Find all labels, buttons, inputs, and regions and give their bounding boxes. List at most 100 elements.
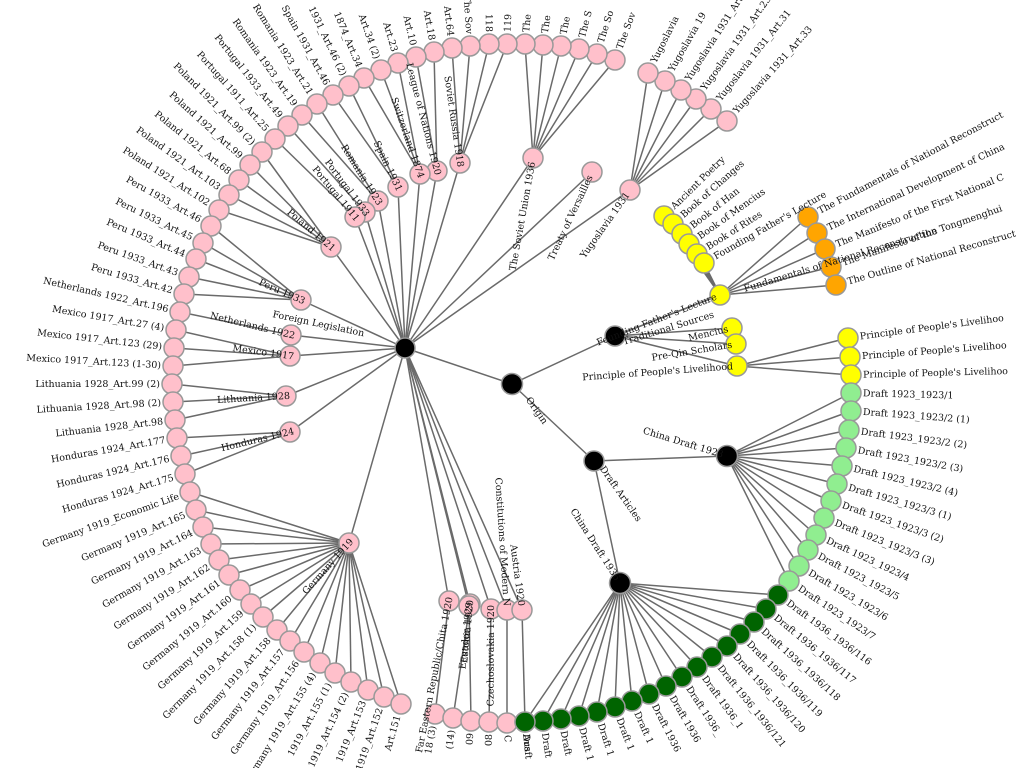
leaf-node[interactable] xyxy=(218,184,240,206)
leaf-node[interactable] xyxy=(839,346,861,368)
branch-node[interactable] xyxy=(338,532,360,554)
branch-node[interactable] xyxy=(458,595,480,617)
leaf-node[interactable] xyxy=(166,427,188,449)
leaf-node[interactable] xyxy=(165,319,187,341)
leaf-node[interactable] xyxy=(837,327,859,349)
leaf-node[interactable] xyxy=(291,104,313,126)
leaf-node[interactable] xyxy=(532,34,554,56)
leaf-node[interactable] xyxy=(390,693,412,715)
branch-node[interactable] xyxy=(619,179,641,201)
leaf-node[interactable] xyxy=(604,696,626,718)
leaf-node[interactable] xyxy=(442,707,464,729)
leaf-node[interactable] xyxy=(459,35,481,57)
leaf-node[interactable] xyxy=(835,437,857,459)
branch-node[interactable] xyxy=(409,163,431,185)
leaf-node[interactable] xyxy=(840,364,862,386)
leaf-node[interactable] xyxy=(164,409,186,431)
leaf-node[interactable] xyxy=(306,93,328,115)
leaf-node[interactable] xyxy=(701,646,723,668)
leaf-node[interactable] xyxy=(671,666,693,688)
leaf-node[interactable] xyxy=(716,110,738,132)
leaf-node[interactable] xyxy=(218,564,240,586)
leaf-node[interactable] xyxy=(179,481,201,503)
leaf-node[interactable] xyxy=(208,549,230,571)
branch-node[interactable] xyxy=(709,284,731,306)
leaf-node[interactable] xyxy=(264,128,286,150)
leaf-node[interactable] xyxy=(185,248,207,270)
leaf-node[interactable] xyxy=(797,206,819,228)
branch-node[interactable] xyxy=(715,444,739,468)
leaf-node[interactable] xyxy=(441,37,463,59)
branch-node[interactable] xyxy=(280,324,302,346)
leaf-node[interactable] xyxy=(825,274,847,296)
leaf-node[interactable] xyxy=(550,708,572,730)
leaf-node[interactable] xyxy=(478,711,500,733)
branch-node[interactable] xyxy=(344,206,366,228)
leaf-node[interactable] xyxy=(767,584,789,606)
leaf-node[interactable] xyxy=(788,555,810,577)
branch-node[interactable] xyxy=(511,599,533,621)
leaf-node[interactable] xyxy=(161,373,183,395)
leaf-node[interactable] xyxy=(239,154,261,176)
leaf-node[interactable] xyxy=(293,641,315,663)
leaf-node[interactable] xyxy=(532,710,554,732)
leaf-node[interactable] xyxy=(840,382,862,404)
origin-node[interactable] xyxy=(500,372,524,396)
leaf-node[interactable] xyxy=(460,710,482,732)
branch-node[interactable] xyxy=(387,176,409,198)
leaf-node[interactable] xyxy=(670,79,692,101)
branch-node[interactable] xyxy=(581,161,603,183)
leaf-node[interactable] xyxy=(277,115,299,137)
leaf-node[interactable] xyxy=(637,62,659,84)
leaf-node[interactable] xyxy=(496,33,518,55)
leaf-node[interactable] xyxy=(162,391,184,413)
leaf-node[interactable] xyxy=(743,611,765,633)
leaf-node[interactable] xyxy=(496,712,518,734)
branch-node[interactable] xyxy=(725,333,747,355)
leaf-node[interactable] xyxy=(173,283,195,305)
leaf-node[interactable] xyxy=(174,463,196,485)
leaf-node[interactable] xyxy=(170,445,192,467)
group-node[interactable] xyxy=(583,450,605,472)
branch-node[interactable] xyxy=(449,152,471,174)
leaf-node[interactable] xyxy=(229,579,251,601)
group-node[interactable] xyxy=(604,325,626,347)
leaf-node[interactable] xyxy=(716,635,738,657)
branch-node[interactable] xyxy=(522,147,544,169)
leaf-node[interactable] xyxy=(693,252,715,274)
leaf-node[interactable] xyxy=(228,169,250,191)
leaf-node[interactable] xyxy=(586,701,608,723)
leaf-node[interactable] xyxy=(169,301,191,323)
branch-node[interactable] xyxy=(290,289,312,311)
leaf-node[interactable] xyxy=(162,355,184,377)
leaf-node[interactable] xyxy=(568,705,590,727)
leaf-node[interactable] xyxy=(831,455,853,477)
leaf-node[interactable] xyxy=(322,84,344,106)
leaf-node[interactable] xyxy=(797,539,819,561)
leaf-node[interactable] xyxy=(838,419,860,441)
leaf-node[interactable] xyxy=(840,400,862,422)
branch-node[interactable] xyxy=(279,421,301,443)
leaf-node[interactable] xyxy=(423,41,445,63)
leaf-node[interactable] xyxy=(252,606,274,628)
leaf-node[interactable] xyxy=(550,35,572,57)
branch-node[interactable] xyxy=(279,345,301,367)
leaf-node[interactable] xyxy=(604,49,626,71)
leaf-node[interactable] xyxy=(279,630,301,652)
leaf-node[interactable] xyxy=(514,711,536,733)
leaf-node[interactable] xyxy=(324,662,346,684)
leaf-node[interactable] xyxy=(686,656,708,678)
leaf-node[interactable] xyxy=(568,38,590,60)
group-node[interactable] xyxy=(394,337,416,359)
leaf-node[interactable] xyxy=(163,337,185,359)
leaf-node[interactable] xyxy=(778,570,800,592)
leaf-node[interactable] xyxy=(586,43,608,65)
branch-node[interactable] xyxy=(438,590,460,612)
leaf-node[interactable] xyxy=(700,98,722,120)
leaf-node[interactable] xyxy=(309,652,331,674)
leaf-node[interactable] xyxy=(514,33,536,55)
branch-node[interactable] xyxy=(608,571,632,595)
leaf-node[interactable] xyxy=(338,75,360,97)
branch-node[interactable] xyxy=(275,385,297,407)
branch-node[interactable] xyxy=(320,236,342,258)
